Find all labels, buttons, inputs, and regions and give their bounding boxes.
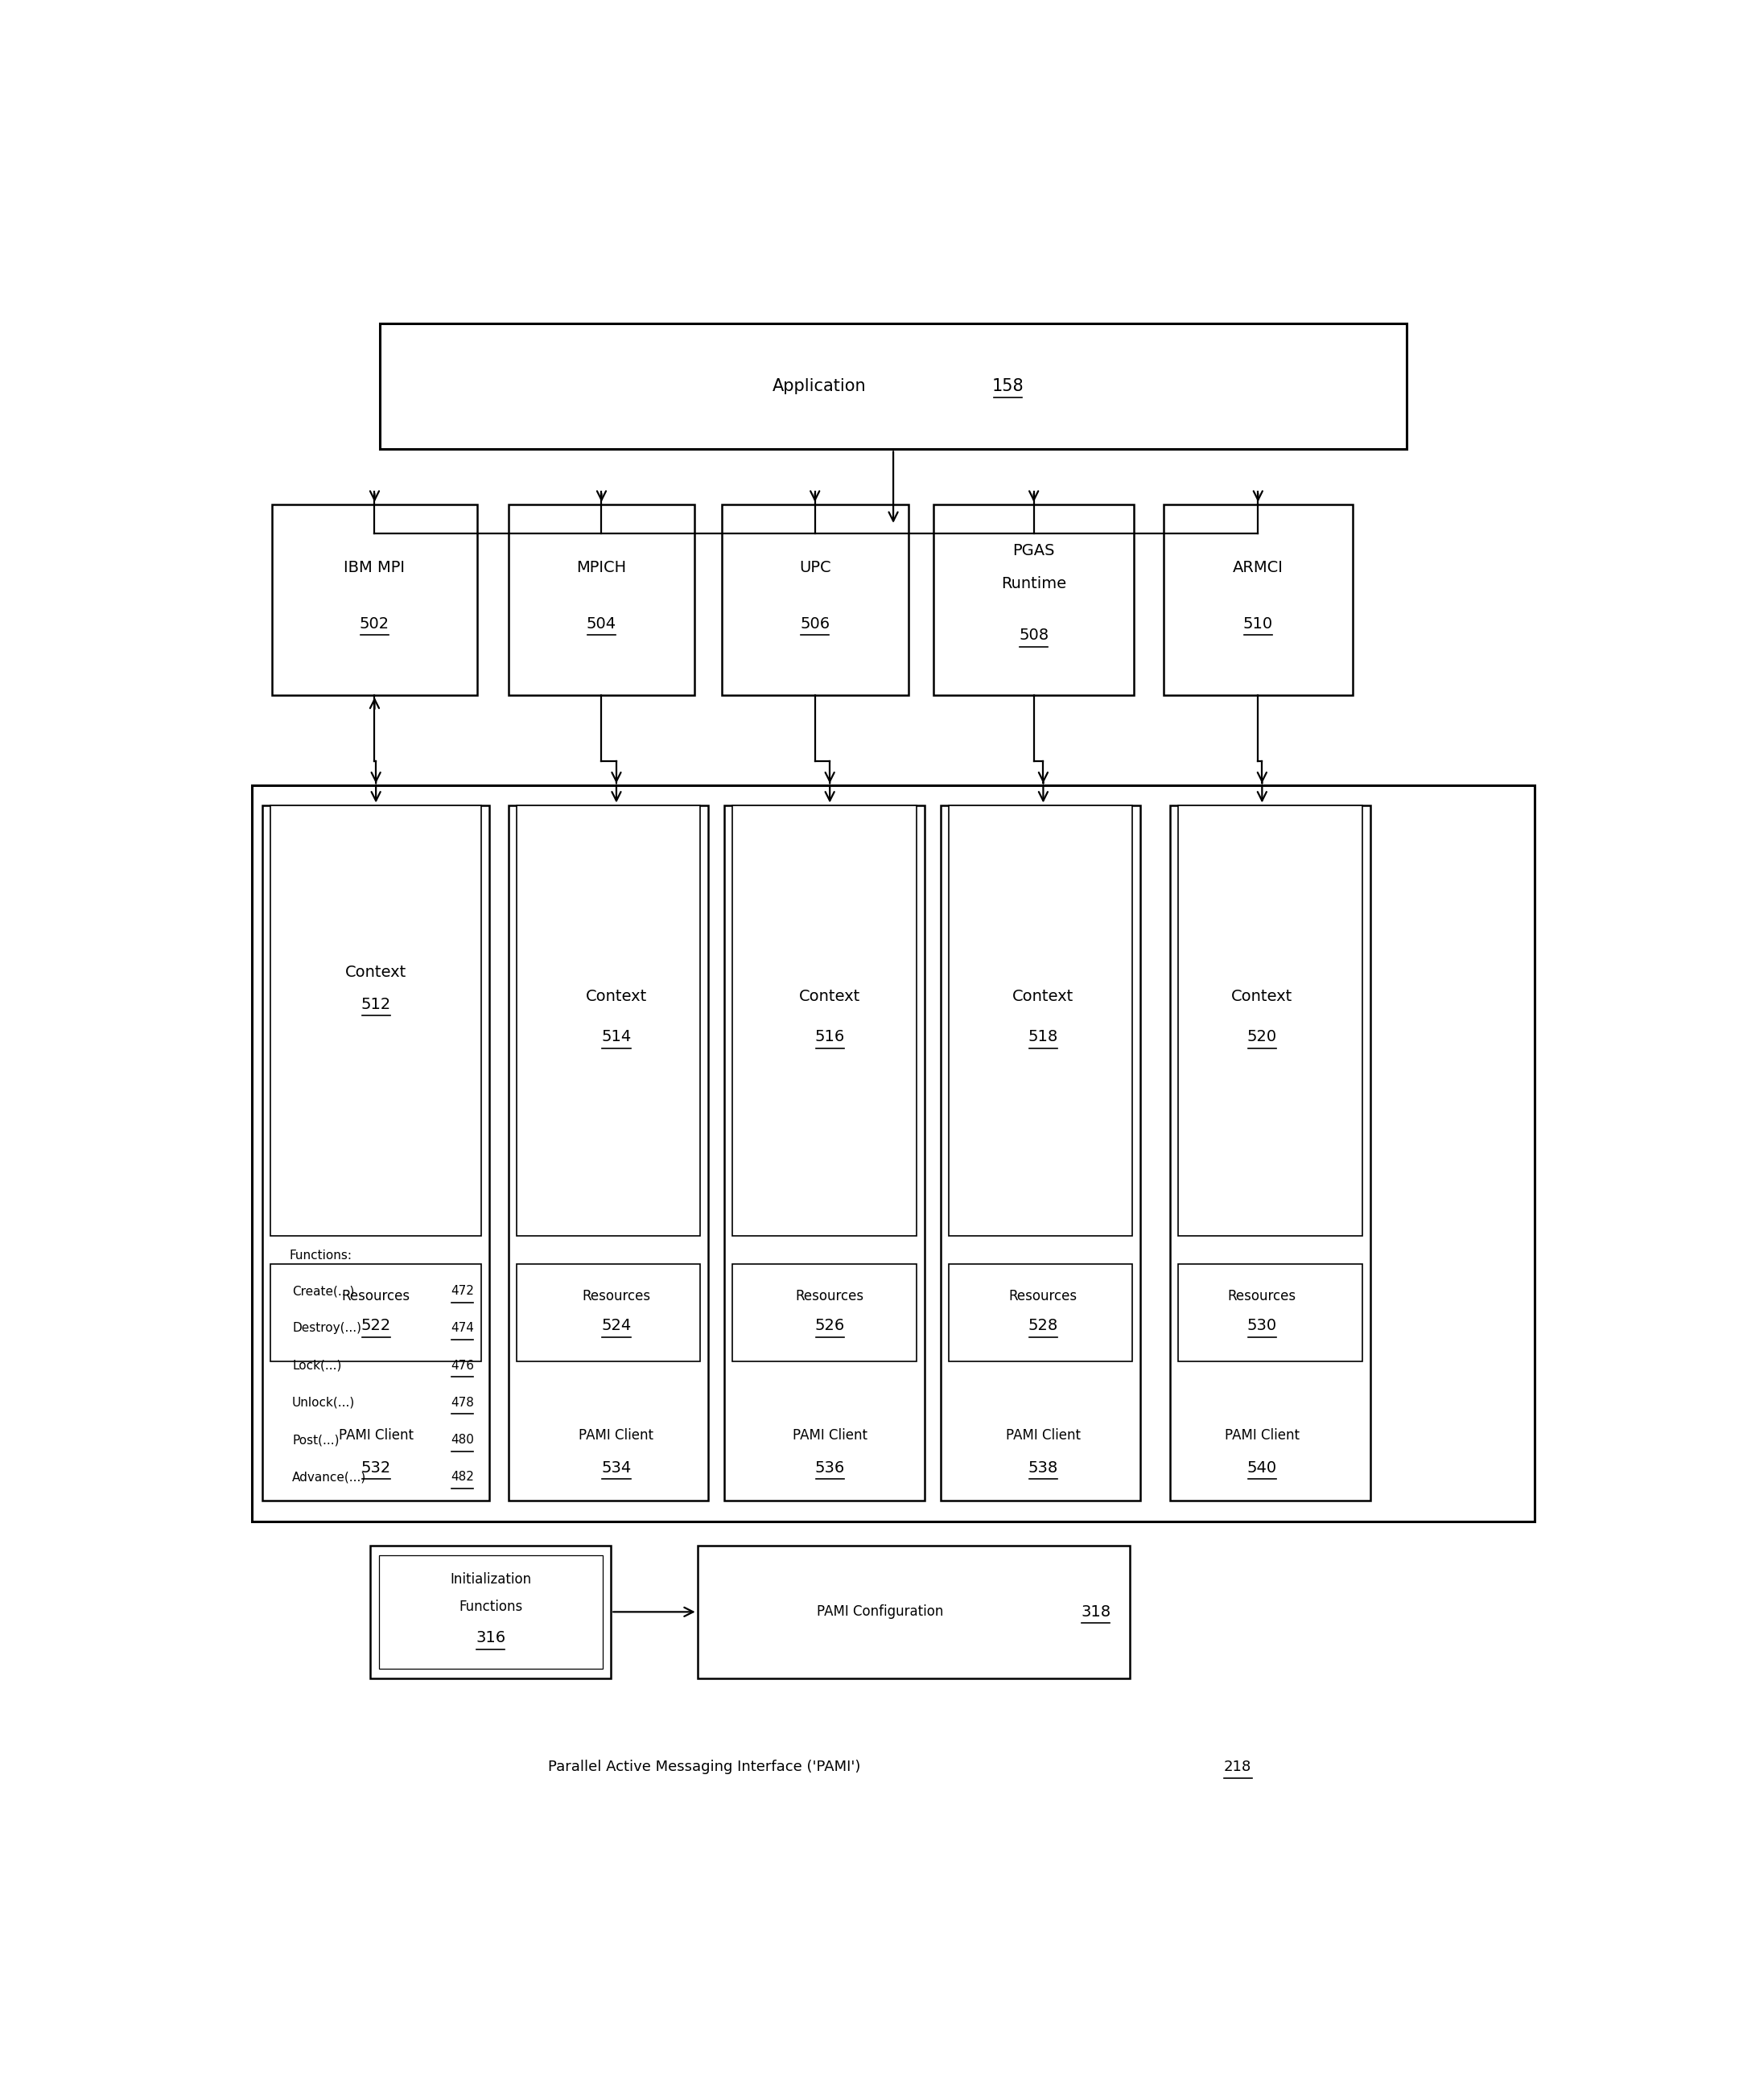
Text: 540: 540: [1248, 1459, 1278, 1476]
Text: 530: 530: [1248, 1319, 1278, 1334]
Text: PAMI Configuration: PAMI Configuration: [816, 1604, 943, 1619]
Text: 472: 472: [451, 1285, 474, 1298]
Text: MPICH: MPICH: [577, 561, 626, 575]
Text: 532: 532: [361, 1459, 390, 1476]
Text: 480: 480: [451, 1434, 474, 1447]
Text: Unlock(...): Unlock(...): [293, 1396, 356, 1409]
Text: 506: 506: [800, 615, 830, 632]
Text: 522: 522: [361, 1319, 390, 1334]
Text: Application: Application: [772, 378, 866, 395]
Text: Advance(...): Advance(...): [293, 1470, 366, 1483]
FancyBboxPatch shape: [516, 804, 701, 1237]
FancyBboxPatch shape: [1164, 504, 1353, 695]
Text: Resources: Resources: [582, 1289, 650, 1304]
Text: 538: 538: [1028, 1459, 1058, 1476]
Text: Runtime: Runtime: [1000, 575, 1067, 590]
FancyBboxPatch shape: [251, 785, 1536, 1520]
Text: Lock(...): Lock(...): [293, 1359, 342, 1371]
Text: 514: 514: [601, 1029, 631, 1044]
Text: Create(...): Create(...): [293, 1285, 354, 1298]
Text: Functions: Functions: [458, 1600, 523, 1615]
Text: 526: 526: [814, 1319, 845, 1334]
FancyBboxPatch shape: [509, 804, 708, 1499]
Text: 476: 476: [451, 1359, 474, 1371]
FancyBboxPatch shape: [722, 504, 908, 695]
Text: Parallel Active Messaging Interface ('PAMI'): Parallel Active Messaging Interface ('PA…: [547, 1760, 861, 1774]
Text: 536: 536: [814, 1459, 845, 1476]
Text: 524: 524: [601, 1319, 631, 1334]
Text: Context: Context: [1231, 989, 1293, 1004]
Text: 534: 534: [601, 1459, 631, 1476]
Text: PAMI Client: PAMI Client: [1006, 1428, 1081, 1443]
Text: 518: 518: [1028, 1029, 1058, 1044]
Text: 508: 508: [1020, 628, 1049, 643]
Text: 218: 218: [1224, 1760, 1251, 1774]
FancyBboxPatch shape: [934, 504, 1133, 695]
Text: 512: 512: [361, 998, 390, 1012]
Text: 158: 158: [992, 378, 1025, 395]
Text: 478: 478: [451, 1396, 474, 1409]
FancyBboxPatch shape: [732, 1264, 917, 1361]
Text: 474: 474: [451, 1323, 474, 1334]
FancyBboxPatch shape: [1178, 804, 1361, 1237]
FancyBboxPatch shape: [509, 504, 695, 695]
Text: Resources: Resources: [342, 1289, 410, 1304]
FancyBboxPatch shape: [941, 804, 1140, 1499]
FancyBboxPatch shape: [732, 804, 917, 1237]
Text: Context: Context: [345, 964, 406, 981]
Text: 520: 520: [1248, 1029, 1278, 1044]
FancyBboxPatch shape: [1170, 804, 1370, 1499]
Text: PAMI Client: PAMI Client: [1225, 1428, 1300, 1443]
Text: 316: 316: [476, 1630, 505, 1646]
FancyBboxPatch shape: [378, 1556, 603, 1670]
FancyBboxPatch shape: [263, 804, 490, 1499]
Text: Context: Context: [798, 989, 861, 1004]
Text: IBM MPI: IBM MPI: [343, 561, 404, 575]
Text: 318: 318: [1081, 1604, 1110, 1619]
Text: PAMI Client: PAMI Client: [579, 1428, 654, 1443]
FancyBboxPatch shape: [697, 1546, 1129, 1678]
Text: Post(...): Post(...): [293, 1434, 340, 1447]
Text: 516: 516: [814, 1029, 845, 1044]
FancyBboxPatch shape: [371, 1546, 612, 1678]
FancyBboxPatch shape: [516, 1264, 701, 1361]
FancyBboxPatch shape: [725, 804, 924, 1499]
Text: PAMI Client: PAMI Client: [793, 1428, 868, 1443]
FancyBboxPatch shape: [380, 323, 1407, 449]
Text: 528: 528: [1028, 1319, 1058, 1334]
Text: Context: Context: [586, 989, 647, 1004]
FancyBboxPatch shape: [272, 504, 478, 695]
Text: 510: 510: [1243, 615, 1272, 632]
Text: Context: Context: [1013, 989, 1074, 1004]
Text: PAMI Client: PAMI Client: [338, 1428, 413, 1443]
Text: Initialization: Initialization: [450, 1573, 532, 1588]
FancyBboxPatch shape: [270, 1264, 481, 1361]
Text: Resources: Resources: [795, 1289, 865, 1304]
FancyBboxPatch shape: [948, 804, 1133, 1237]
Text: ARMCI: ARMCI: [1232, 561, 1283, 575]
FancyBboxPatch shape: [948, 1264, 1133, 1361]
Text: 502: 502: [359, 615, 389, 632]
Text: Destroy(...): Destroy(...): [293, 1323, 361, 1334]
Text: Resources: Resources: [1009, 1289, 1077, 1304]
Text: 504: 504: [587, 615, 617, 632]
FancyBboxPatch shape: [1178, 1264, 1361, 1361]
Text: PGAS: PGAS: [1013, 544, 1055, 559]
Text: 482: 482: [451, 1470, 474, 1483]
FancyBboxPatch shape: [270, 804, 481, 1237]
Text: Functions:: Functions:: [289, 1249, 352, 1262]
Text: Resources: Resources: [1227, 1289, 1297, 1304]
Text: UPC: UPC: [798, 561, 831, 575]
